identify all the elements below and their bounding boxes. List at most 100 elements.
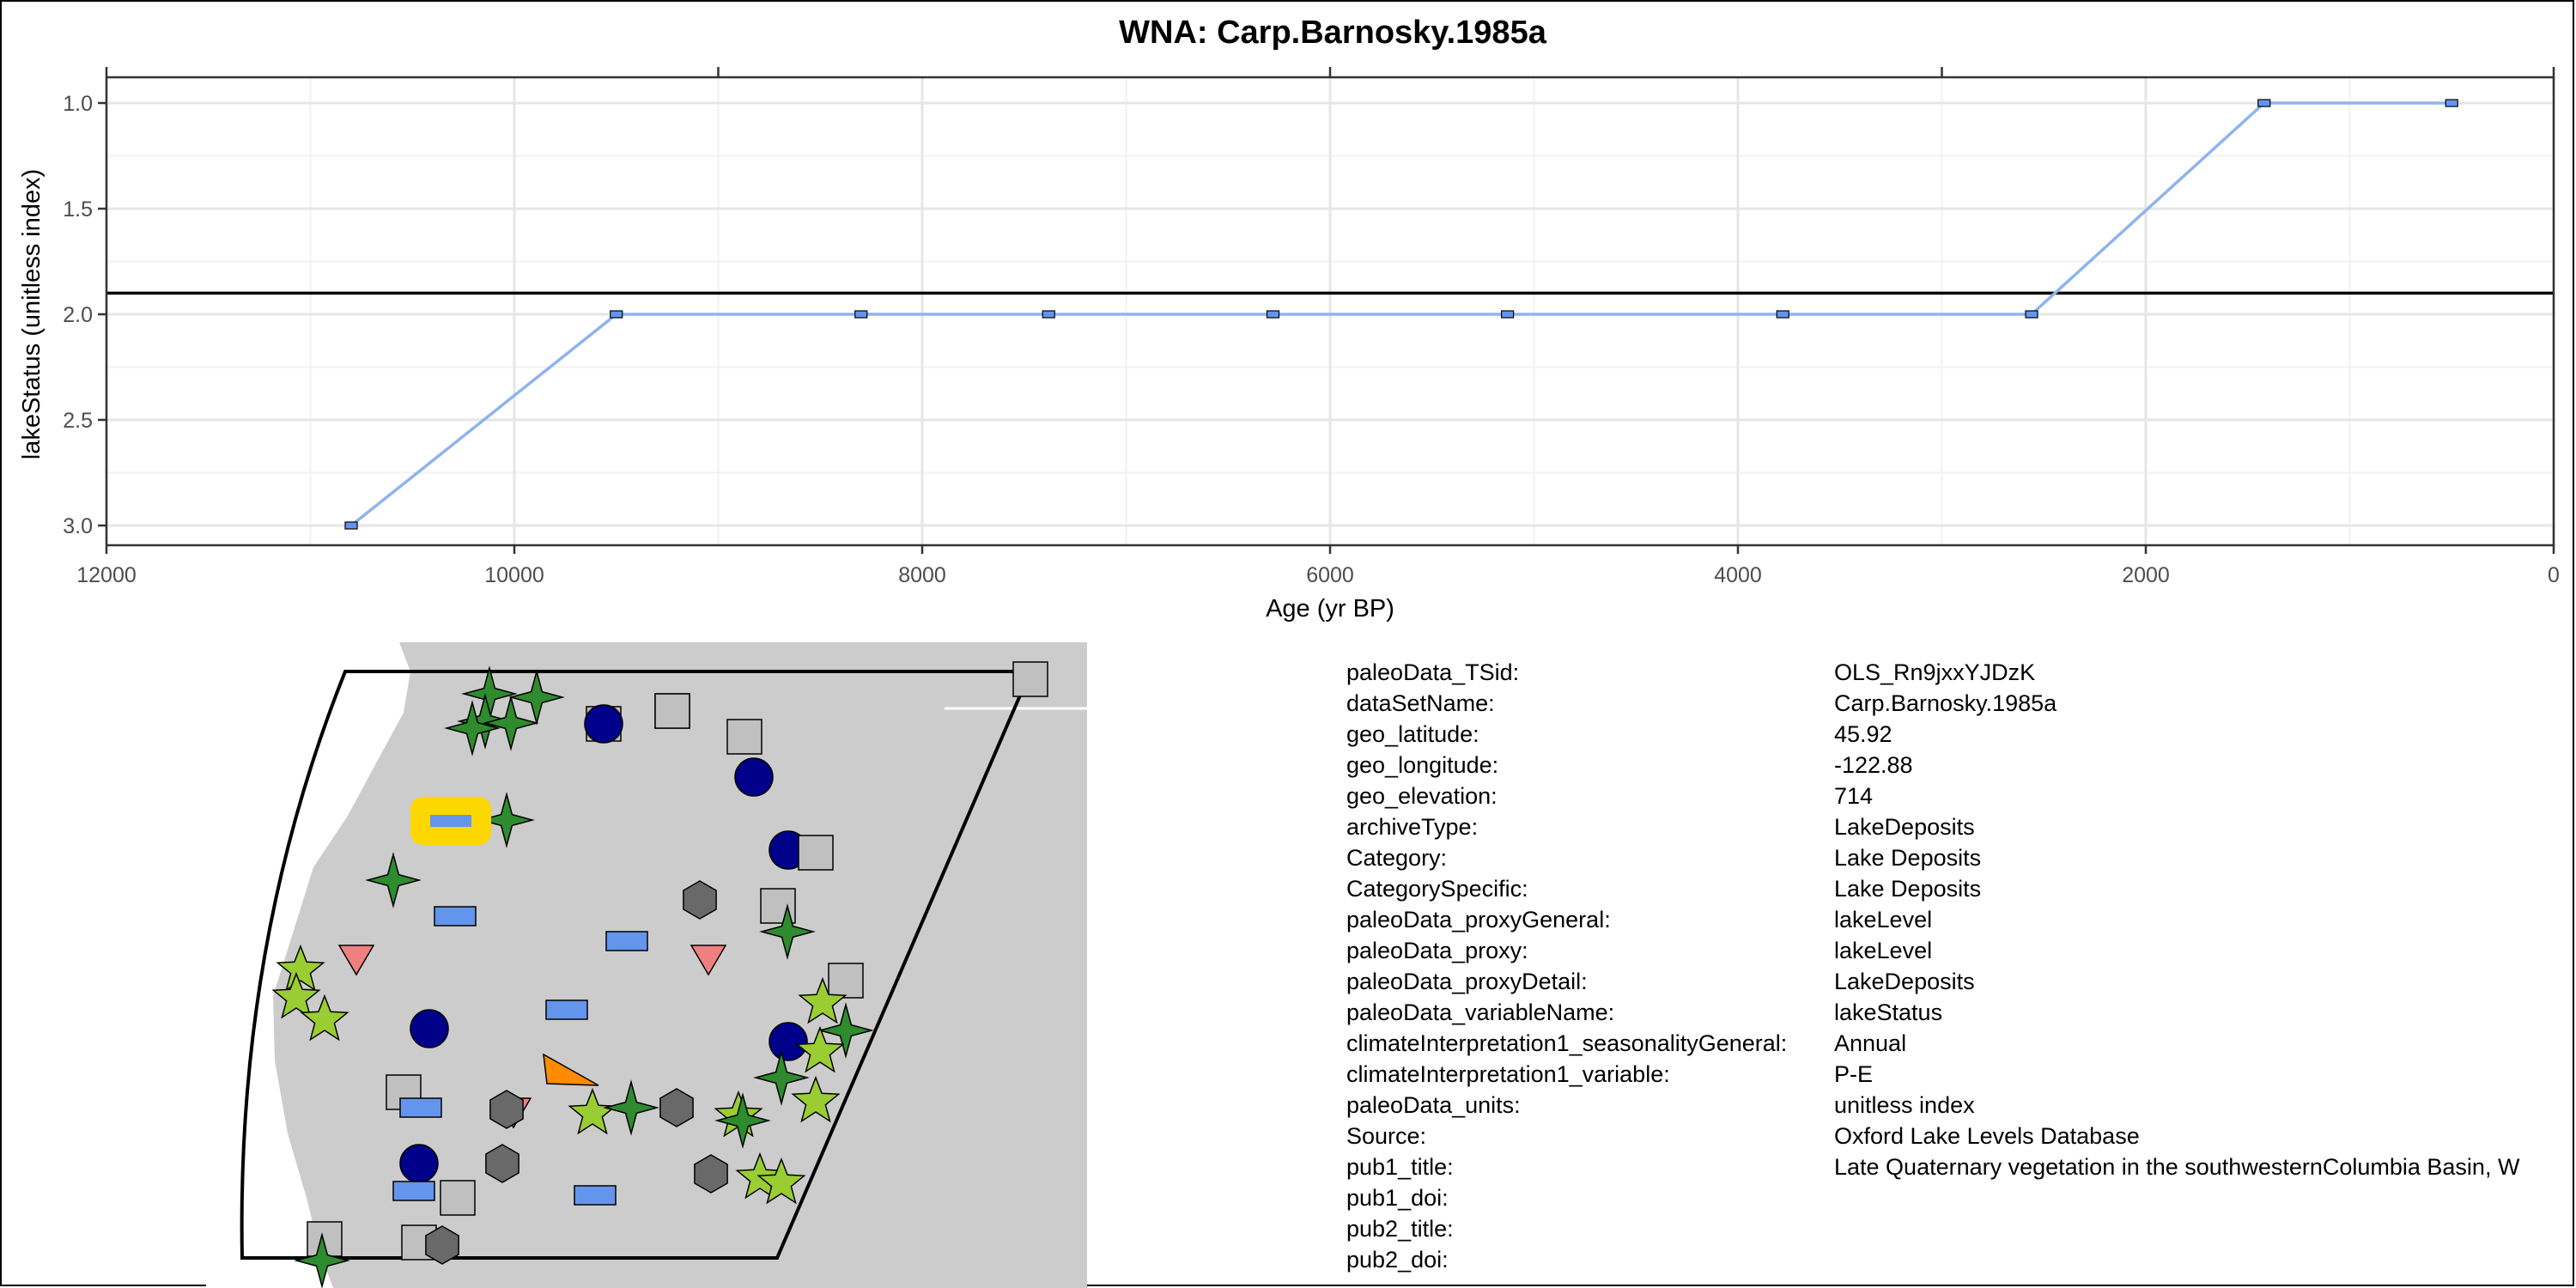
pollen-site-marker bbox=[294, 1232, 350, 1288]
pollen-site-marker bbox=[365, 852, 422, 908]
speleothem-site-marker bbox=[399, 1144, 439, 1183]
metadata-value: Carp.Barnosky.1985a bbox=[1834, 690, 2057, 716]
selected-site-marker bbox=[430, 815, 471, 827]
other-site-marker bbox=[828, 963, 864, 999]
x-tick-label: 2000 bbox=[2122, 563, 2170, 587]
other-site-marker bbox=[440, 1180, 476, 1216]
metadata-key: archiveType: bbox=[1346, 814, 1479, 840]
y-axis-label: lakeStatus (unitless index) bbox=[18, 169, 46, 460]
region-boundary bbox=[240, 670, 1034, 1260]
lake-site-marker bbox=[574, 1185, 617, 1206]
pollen-site-marker bbox=[714, 1092, 771, 1149]
tree-site-marker bbox=[795, 1025, 845, 1073]
grid-lines bbox=[105, 77, 2555, 545]
pollen-site-marker bbox=[817, 1002, 874, 1059]
data-point bbox=[1501, 310, 1515, 319]
chart-title: WNA: Carp.Barnosky.1985a bbox=[1119, 15, 1547, 51]
data-point bbox=[2445, 99, 2458, 107]
metadata-value: OLS_Rn9jxxYJDzK bbox=[1834, 659, 2036, 685]
tree-site-marker bbox=[791, 1075, 841, 1123]
metadata-key: climateInterpretation1_seasonalityGenera… bbox=[1346, 1030, 1788, 1056]
tree-site-marker bbox=[271, 971, 321, 1019]
lake-site-marker bbox=[545, 999, 588, 1020]
metadata-key: CategorySpecific: bbox=[1346, 876, 1528, 902]
metadata-key: paleoData_variableName: bbox=[1346, 999, 1615, 1025]
metadata-value: Annual bbox=[1834, 1030, 1907, 1056]
speleothem-site-marker bbox=[410, 1009, 449, 1048]
metadata-key: pub2_doi: bbox=[1346, 1247, 1449, 1273]
data-point bbox=[344, 521, 358, 530]
metadata-value: 714 bbox=[1834, 783, 1874, 809]
metadata-key: Category: bbox=[1346, 845, 1448, 871]
series-markers bbox=[344, 99, 2458, 530]
metadata-key: geo_longitude: bbox=[1346, 752, 1499, 778]
metadata-panel: paleoData_TSid: OLS_Rn9jxxYJDzK dataSetNam… bbox=[1346, 659, 2574, 1286]
data-point bbox=[2025, 310, 2038, 319]
metadata-value: 45.92 bbox=[1834, 721, 1893, 747]
metadata-key: geo_latitude: bbox=[1346, 721, 1479, 747]
metadata-value: unitless index bbox=[1834, 1092, 1975, 1118]
x-axis-label: Age (yr BP) bbox=[1266, 595, 1394, 623]
data-point bbox=[1266, 310, 1280, 319]
lake-site-marker bbox=[392, 1181, 435, 1201]
x-tick-label: 0 bbox=[2548, 563, 2560, 587]
metadata-value: -122.88 bbox=[1834, 752, 1913, 778]
midden-site-marker bbox=[543, 1053, 599, 1086]
metadata-key: paleoData_TSid: bbox=[1346, 659, 1520, 685]
metadata-key: pub1_title: bbox=[1346, 1154, 1454, 1180]
metadata-value: lakeLevel bbox=[1834, 907, 1933, 933]
metadata-key: geo_elevation: bbox=[1346, 783, 1498, 809]
glacier-site-marker bbox=[690, 945, 727, 976]
metadata-key: pub2_title: bbox=[1346, 1216, 1454, 1242]
x-tick-label: 10000 bbox=[484, 563, 544, 587]
y-tick-label: 1.0 bbox=[63, 92, 93, 116]
marine-site-marker bbox=[485, 1144, 519, 1183]
lake-site-marker bbox=[605, 931, 648, 951]
data-point bbox=[610, 310, 623, 319]
metadata-key: Source: bbox=[1346, 1123, 1427, 1149]
pollen-site-marker bbox=[759, 903, 816, 960]
metadata-value: Oxford Lake Levels Database bbox=[1834, 1123, 2140, 1149]
speleothem-site-marker bbox=[769, 1022, 808, 1061]
site-map bbox=[206, 642, 1087, 1288]
x-tick-label: 8000 bbox=[898, 563, 946, 587]
metadata-value: lakeLevel bbox=[1834, 938, 1933, 963]
marine-site-marker bbox=[659, 1088, 694, 1127]
lake-site-marker bbox=[399, 1097, 442, 1118]
tree-site-marker bbox=[300, 993, 349, 1042]
lake-site-marker bbox=[434, 906, 477, 927]
data-point bbox=[854, 310, 868, 319]
marine-site-marker bbox=[694, 1154, 728, 1194]
pollen-site-marker bbox=[483, 695, 539, 751]
marine-site-marker bbox=[683, 880, 717, 920]
y-tick-label: 3.0 bbox=[63, 514, 93, 538]
metadata-value: Lake Deposits bbox=[1834, 876, 1982, 902]
pollen-site-marker bbox=[444, 700, 501, 756]
metadata-value: Late Quaternary vegetation in the southw… bbox=[1834, 1154, 2520, 1180]
metadata-key: paleoData_proxyGeneral: bbox=[1346, 907, 1611, 933]
data-point bbox=[1776, 310, 1789, 319]
metadata-value: P-E bbox=[1834, 1061, 1874, 1087]
speleothem-site-marker bbox=[734, 757, 774, 797]
other-site-marker bbox=[654, 693, 690, 729]
lake-status-line bbox=[349, 101, 2452, 527]
pollen-site-marker bbox=[603, 1079, 659, 1136]
site-symbols bbox=[271, 661, 1048, 1288]
other-site-marker bbox=[1012, 661, 1048, 697]
y-tick-label: 2.5 bbox=[63, 409, 93, 433]
data-point bbox=[2257, 99, 2271, 107]
x-axis-ticks: 12000 10000 8000 6000 4000 2000 0 bbox=[76, 67, 2560, 587]
tree-site-marker bbox=[756, 1157, 806, 1205]
series-line bbox=[349, 101, 2452, 527]
pollen-site-marker bbox=[478, 792, 535, 848]
speleothem-site-marker bbox=[584, 704, 623, 744]
metadata-key: paleoData_proxyDetail: bbox=[1346, 969, 1588, 994]
y-tick-label: 2.0 bbox=[63, 303, 93, 327]
lake-status-chart: WNA: Carp.Barnosky.1985a 12000 10000 8000 6… bbox=[18, 15, 2560, 623]
data-point bbox=[1042, 310, 1055, 319]
tree-site-marker bbox=[798, 976, 848, 1024]
glacier-site-marker bbox=[337, 945, 375, 976]
pollen-site-marker bbox=[753, 1049, 810, 1106]
metadata-value: LakeDeposits bbox=[1834, 969, 1975, 994]
